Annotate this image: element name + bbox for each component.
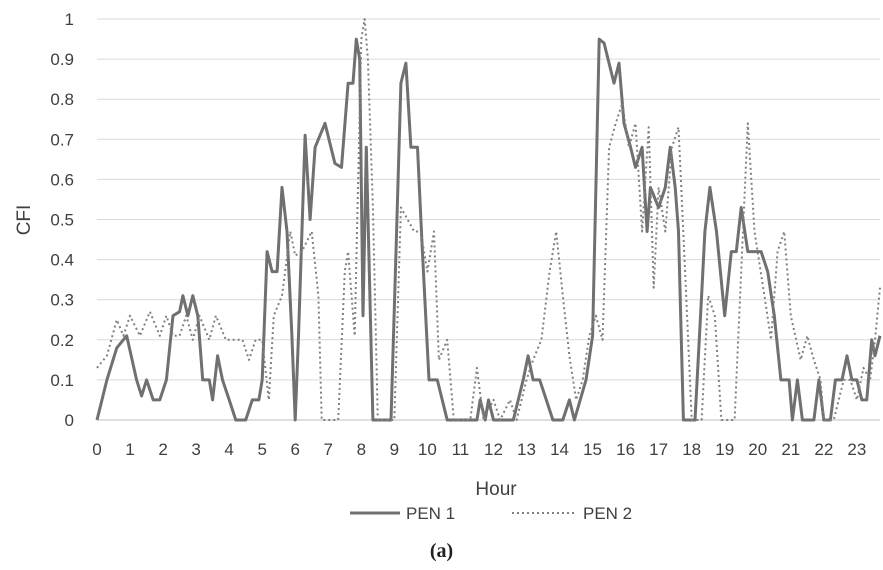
series-line-1 [95, 37, 882, 422]
x-tick-label: 9 [390, 440, 399, 459]
x-tick-label: 5 [257, 440, 266, 459]
y-tick-label: 0.8 [50, 90, 74, 109]
legend-label-pen-2: PEN 2 [583, 504, 632, 523]
y-axis-ticks: 0 0.1 0.2 0.3 0.4 0.5 0.6 0.7 0.8 0.9 1 [50, 10, 74, 430]
x-tick-label: 15 [583, 440, 602, 459]
series-line-2 [96, 18, 881, 421]
x-tick-label: 6 [290, 440, 299, 459]
x-tick-label: 7 [324, 440, 333, 459]
x-tick-label: 14 [550, 440, 569, 459]
x-tick-label: 3 [191, 440, 200, 459]
series-group [95, 18, 882, 422]
x-tick-label: 23 [847, 440, 866, 459]
x-tick-label: 13 [517, 440, 536, 459]
x-tick-label: 1 [125, 440, 134, 459]
y-tick-label: 0.2 [50, 331, 74, 350]
x-axis-title: Hour [475, 479, 517, 500]
x-tick-label: 4 [224, 440, 233, 459]
y-tick-label: 1 [65, 10, 74, 29]
x-tick-label: 16 [616, 440, 635, 459]
gridlines [97, 18, 880, 381]
y-tick-label: 0.4 [50, 251, 74, 270]
y-axis-title: CFI [14, 205, 35, 236]
figure-caption: (a) [429, 540, 454, 562]
x-tick-label: 19 [715, 440, 734, 459]
x-tick-label: 18 [682, 440, 701, 459]
x-tick-label: 0 [92, 440, 101, 459]
x-tick-label: 11 [452, 440, 470, 459]
legend-label-pen-1: PEN 1 [406, 504, 455, 523]
x-tick-label: 22 [814, 440, 833, 459]
x-tick-label: 8 [357, 440, 366, 459]
x-tick-label: 10 [418, 440, 437, 459]
x-tick-label: 2 [158, 440, 167, 459]
y-tick-label: 0.1 [50, 371, 74, 390]
y-tick-label: 0.9 [50, 50, 74, 69]
y-tick-label: 0.5 [50, 211, 74, 230]
x-tick-label: 21 [781, 440, 800, 459]
y-tick-label: 0 [65, 411, 74, 430]
y-tick-label: 0.7 [50, 130, 74, 149]
x-axis-ticks: 0 1 2 3 4 5 6 7 8 9 10 11 12 13 14 15 16 17 18 19 20 21 22 23 [92, 440, 866, 459]
x-tick-label: 12 [484, 440, 503, 459]
legend: PEN 1 PEN 2 [350, 504, 632, 523]
x-tick-label: 17 [649, 440, 668, 459]
y-tick-label: 0.6 [50, 170, 74, 189]
y-tick-label: 0.3 [50, 291, 74, 310]
x-tick-label: 20 [748, 440, 767, 459]
